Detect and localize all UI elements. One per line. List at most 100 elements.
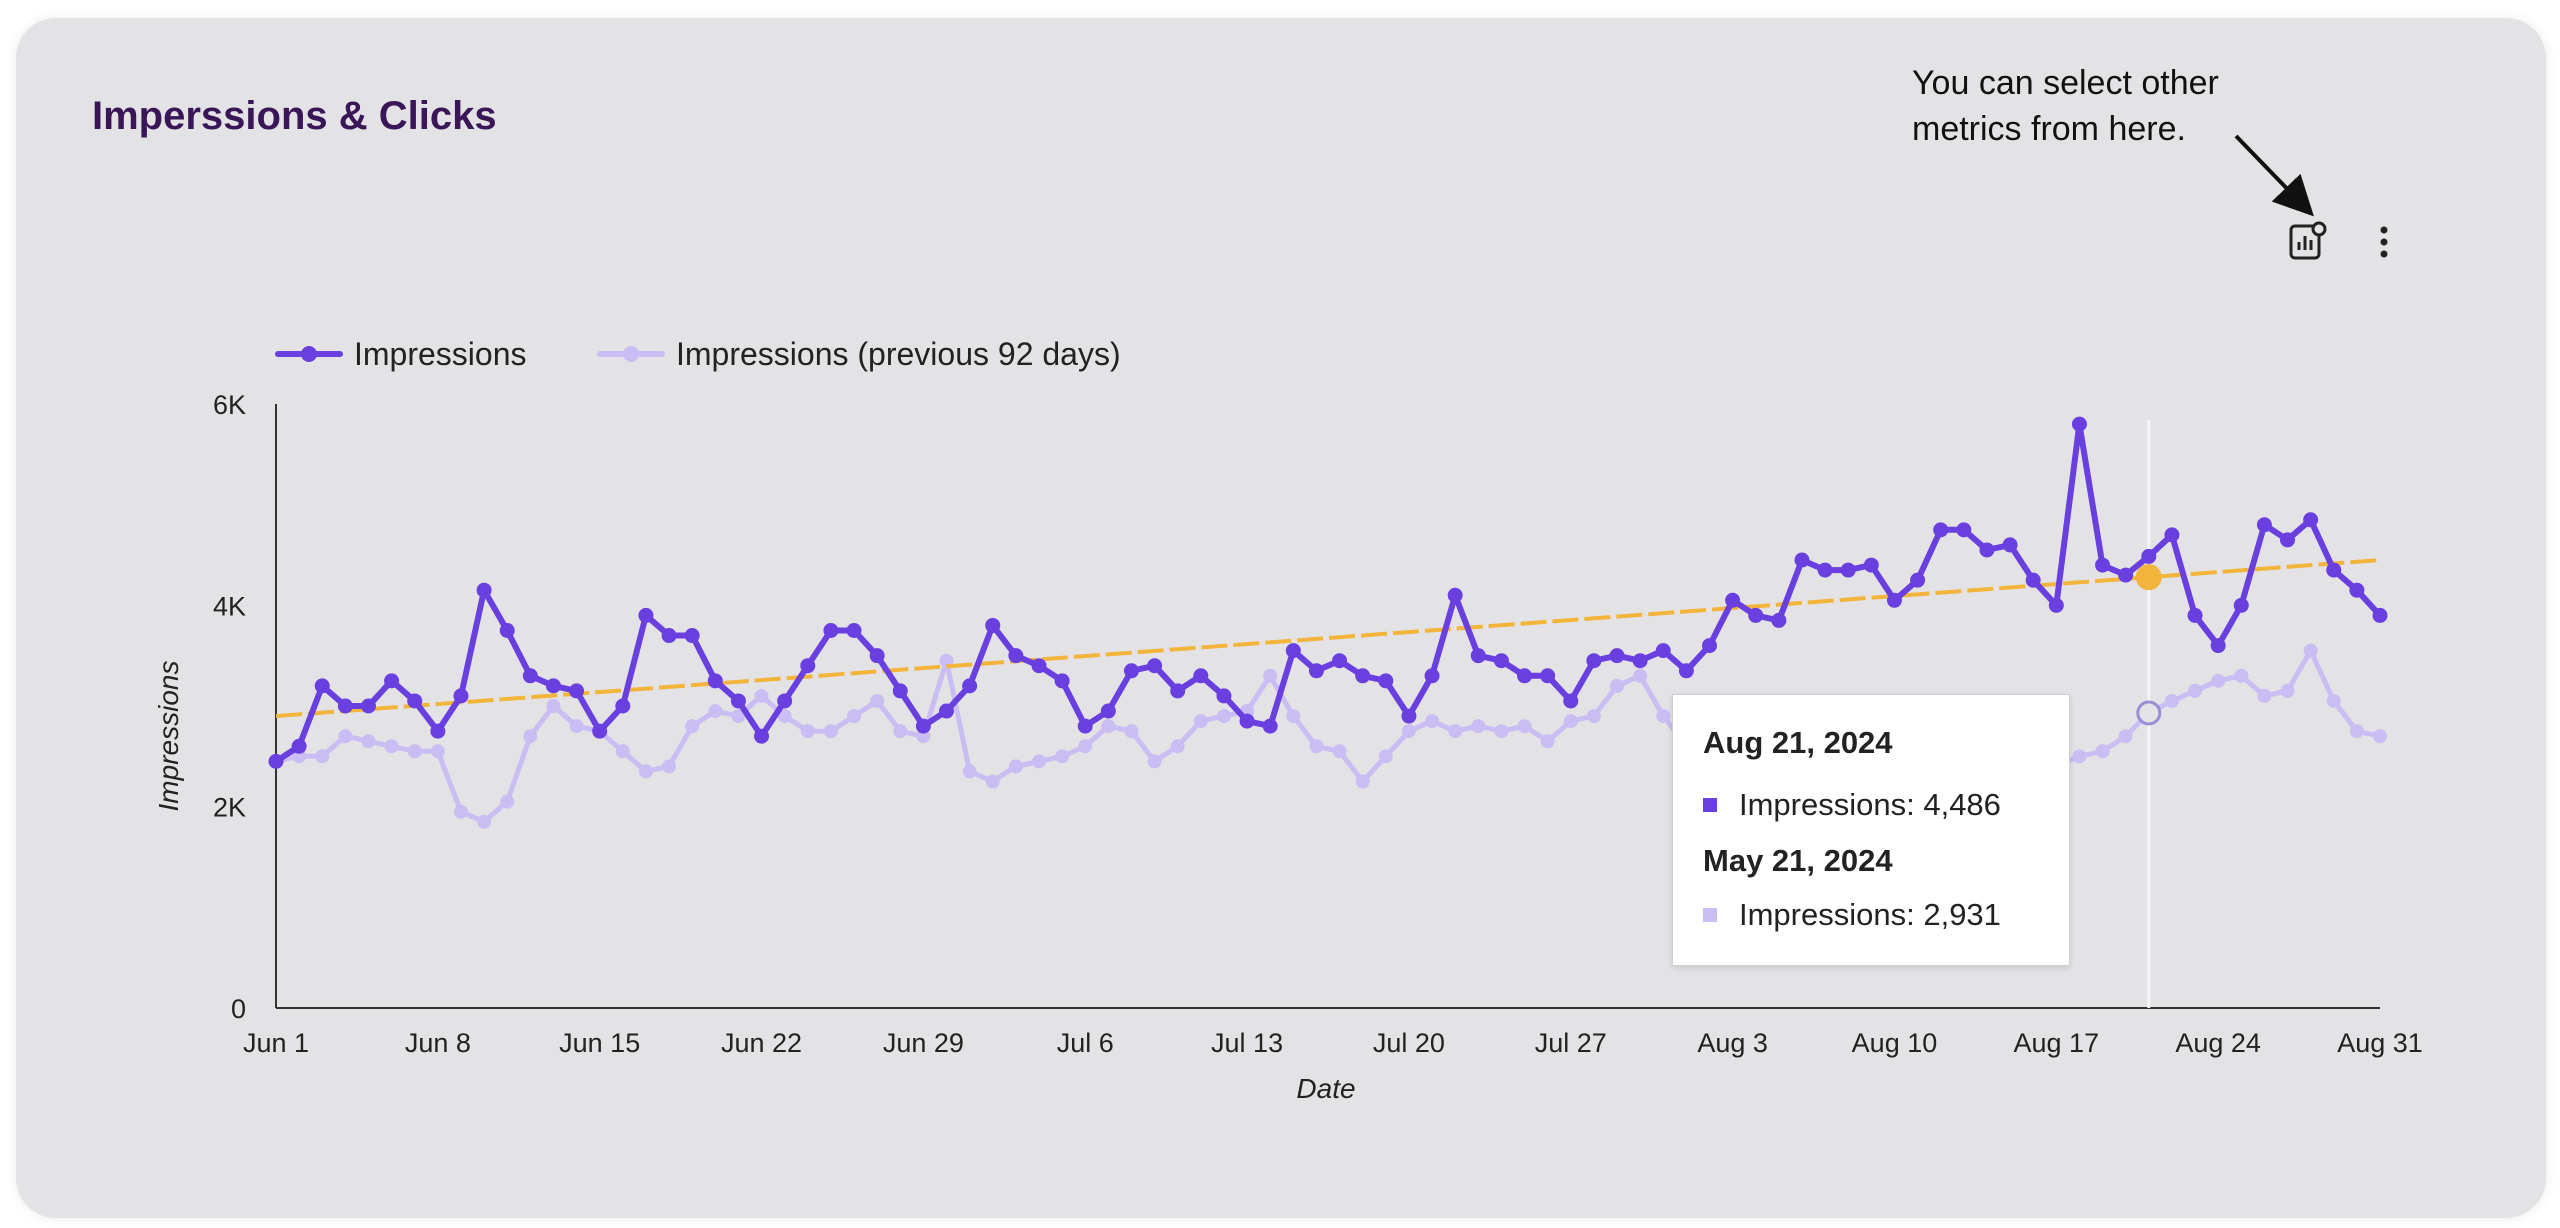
series-impressions-point — [684, 628, 700, 644]
series-impressions-point — [1054, 673, 1070, 689]
series-previous-point — [361, 734, 376, 749]
series-previous-point — [1656, 709, 1671, 724]
series-previous-point — [1263, 668, 1278, 683]
series-impressions-point — [2256, 517, 2272, 533]
series-impressions-point — [1077, 718, 1093, 734]
series-previous-point — [1008, 759, 1023, 774]
legend-marker-impressions — [301, 346, 317, 362]
tooltip-previous-swatch — [1703, 908, 1717, 922]
series-impressions-point — [846, 623, 862, 638]
series-impressions-point — [2280, 532, 2296, 548]
series-impressions-point — [1493, 653, 1509, 669]
series-impressions-point — [661, 628, 677, 644]
legend-label-impressions: Impressions — [354, 336, 527, 372]
series-previous-point — [500, 794, 515, 809]
more-vert-icon[interactable] — [2358, 216, 2410, 268]
series-impressions-point — [314, 678, 330, 694]
tooltip-current-swatch — [1703, 798, 1717, 812]
series-previous-point — [1216, 709, 1231, 724]
series-previous-point — [1471, 719, 1486, 734]
series-previous-point — [2211, 673, 2226, 688]
series-impressions-point — [1840, 562, 1856, 578]
series-impressions-point — [1216, 688, 1232, 704]
series-impressions-point — [1563, 693, 1579, 709]
series-impressions-point — [1008, 648, 1024, 664]
series-previous-point — [823, 724, 838, 739]
series-impressions-point — [337, 698, 353, 714]
series-previous-point — [1586, 709, 1601, 724]
series-previous-point — [1517, 719, 1532, 734]
series-previous-point — [2118, 729, 2133, 744]
series-impressions-point — [707, 673, 723, 689]
annotation-line-1: You can select other — [1912, 64, 2219, 102]
series-impressions-point — [407, 693, 423, 709]
y-tick-label: 6K — [213, 390, 246, 420]
x-tick-label: Aug 3 — [1697, 1028, 1768, 1058]
series-impressions-point — [823, 623, 839, 638]
series-previous-point — [2072, 749, 2087, 764]
series-previous-point — [1633, 668, 1648, 683]
series-previous-point — [1332, 744, 1347, 759]
series-impressions-point — [2210, 638, 2226, 654]
series-previous-point — [2188, 683, 2203, 698]
tooltip-current-date: Aug 21, 2024 — [1703, 725, 1893, 760]
series-previous-point — [985, 774, 1000, 789]
chart-title: Imperssions & Clicks — [92, 94, 497, 138]
series-previous-point — [453, 804, 468, 819]
series-previous-point — [1147, 754, 1162, 769]
series-impressions-point — [592, 723, 608, 739]
series-impressions-point — [2095, 557, 2111, 573]
series-impressions-point — [1447, 587, 1463, 603]
chart-card — [16, 18, 2546, 1218]
series-previous-point — [477, 814, 492, 829]
series-impressions-point — [1517, 668, 1533, 684]
series-impressions-point — [2071, 416, 2087, 432]
series-impressions-point — [1655, 643, 1671, 659]
series-impressions-point — [1123, 663, 1139, 679]
tooltip-previous-label: Impressions: 2,931 — [1739, 897, 2001, 932]
series-previous-point — [2257, 688, 2272, 703]
series-impressions-point — [939, 703, 955, 719]
series-impressions-point — [1147, 658, 1163, 674]
x-tick-label: Aug 17 — [2014, 1028, 2100, 1058]
x-tick-label: Jun 15 — [559, 1028, 640, 1058]
series-previous-point — [2164, 693, 2179, 708]
series-impressions-point — [754, 728, 770, 744]
series-previous-point — [1494, 724, 1509, 739]
series-previous-point — [2326, 693, 2341, 708]
y-tick-label: 0 — [231, 994, 246, 1024]
series-impressions-point — [1239, 713, 1255, 729]
series-impressions-point — [2326, 562, 2342, 578]
tooltip: Aug 21, 2024 Impressions: 4,486 May 21, … — [1672, 694, 2070, 966]
series-impressions-point — [2025, 572, 2041, 588]
series-impressions-point — [2187, 607, 2203, 623]
series-previous-point — [777, 709, 792, 724]
annotation-note: You can select other metrics from here. — [1912, 60, 2332, 152]
series-previous-point — [1031, 754, 1046, 769]
series-impressions-point — [1979, 542, 1995, 558]
series-impressions-point — [1609, 648, 1625, 664]
series-previous-point — [800, 724, 815, 739]
series-impressions-point — [1817, 562, 1833, 578]
series-previous-point — [1124, 724, 1139, 739]
series-previous-point — [754, 688, 769, 703]
chart-settings-icon[interactable] — [2282, 216, 2334, 268]
series-impressions-point — [476, 582, 492, 598]
series-previous-point — [407, 744, 422, 759]
y-tick-label: 4K — [213, 591, 246, 621]
series-previous-point — [384, 739, 399, 754]
series-previous-point — [847, 709, 862, 724]
series-impressions-point — [1170, 683, 1186, 699]
series-previous-point — [870, 693, 885, 708]
series-previous-point — [523, 729, 538, 744]
series-impressions-point — [1910, 572, 1926, 588]
series-impressions-point — [2118, 567, 2134, 583]
series-previous-point — [708, 704, 723, 719]
annotation-arrow — [2234, 134, 2314, 217]
series-impressions-point — [1308, 663, 1324, 679]
series-impressions-point — [1956, 522, 1972, 538]
x-tick-label: Jul 6 — [1057, 1028, 1114, 1058]
series-previous-point — [1101, 719, 1116, 734]
series-impressions-point — [1678, 663, 1694, 679]
series-impressions-point — [2349, 582, 2365, 598]
